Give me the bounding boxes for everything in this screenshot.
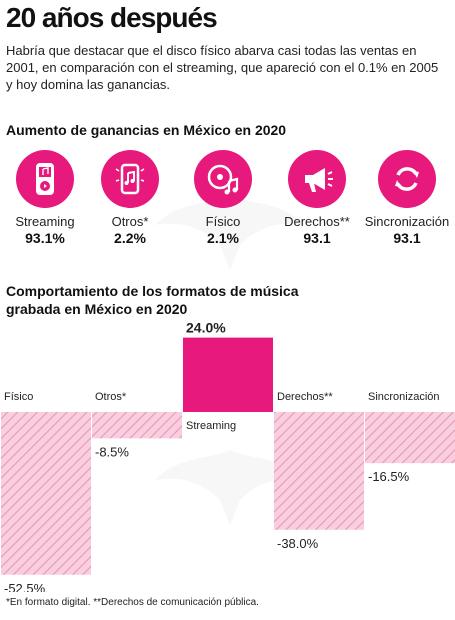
stat-label: Físico (205, 214, 241, 229)
stat-label: Streaming (15, 214, 75, 229)
megaphone-icon (305, 168, 333, 192)
phone-music-icon (115, 163, 145, 195)
value-label-2: 24.0% (186, 320, 226, 336)
stat-derechos: Derechos** 93.1 (272, 150, 362, 246)
stat-label: Sincronización (364, 214, 450, 229)
stat-otros: Otros* 2.2% (85, 150, 175, 246)
page-title: 20 años después (6, 2, 218, 33)
section-title-formats: Comportamiento de los formatos de música… (6, 283, 299, 317)
value-label-0: -52.5% (4, 581, 46, 592)
stat-value: 93.1 (303, 230, 331, 246)
category-label-2: Streaming (186, 420, 236, 432)
stat-label: Otros* (111, 214, 149, 229)
category-label-4: Sincronización (368, 391, 440, 403)
stat-value: 2.1% (207, 230, 239, 246)
value-label-1: -8.5% (95, 444, 129, 459)
category-label-1: Otros* (95, 391, 127, 403)
value-label-3: -38.0% (277, 536, 319, 551)
section-title-earnings: Aumento de ganancias en México en 2020 (6, 122, 287, 138)
bar-1 (92, 412, 182, 439)
stat-streaming: Streaming 93.1% (0, 150, 90, 246)
music-player-icon (36, 163, 54, 195)
bar-4 (365, 412, 455, 464)
bar-0 (1, 412, 91, 575)
bar-chart: Físico -52.5% Otros* -8.5% Streaming 24.0% Der… (1, 320, 455, 592)
category-label-3: Derechos** (277, 391, 333, 403)
bar-3 (274, 412, 364, 530)
eagle-watermark-icon (155, 195, 305, 270)
category-label-0: Físico (4, 391, 33, 403)
stat-sincronizacion: Sincronización 93.1 (362, 150, 452, 246)
value-label-4: -16.5% (368, 469, 410, 484)
sync-icon (395, 167, 419, 191)
stat-value: 2.2% (114, 230, 146, 246)
vinyl-disc-icon (207, 164, 239, 195)
intro-text: Habría que destacar que el disco físico … (6, 43, 439, 92)
eagle-watermark-icon-lower (155, 450, 305, 525)
stat-fisico: Físico 2.1% (178, 150, 268, 246)
stat-label: Derechos** (284, 214, 350, 229)
footnote: *En formato digital. **Derechos de comun… (6, 597, 259, 608)
stat-value: 93.1 (393, 230, 421, 246)
stat-value: 93.1% (25, 230, 65, 246)
icon-stats: Streaming 93.1% Otros* 2.2% Físico (0, 150, 455, 260)
bar-2 (183, 337, 273, 412)
